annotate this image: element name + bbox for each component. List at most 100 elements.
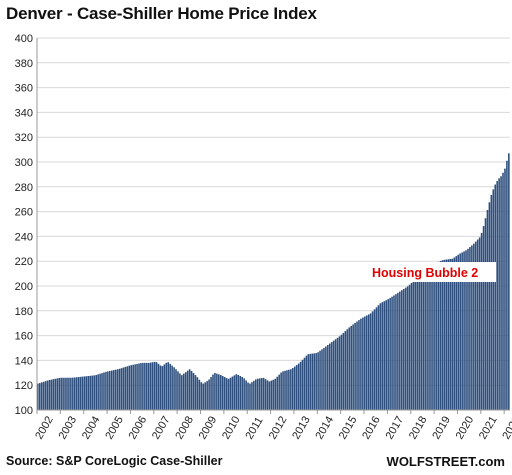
bar: [299, 361, 302, 410]
bar: [77, 377, 80, 410]
bar: [293, 366, 296, 410]
bar: [377, 305, 380, 410]
bar: [155, 362, 158, 410]
bar: [379, 303, 382, 410]
bar: [476, 239, 479, 410]
bar: [284, 370, 286, 410]
x-tick-label: 2016: [360, 414, 383, 441]
bar: [212, 374, 214, 410]
x-tick-label: 2021: [477, 414, 500, 441]
bar: [81, 376, 84, 410]
bar: [200, 382, 203, 410]
bar: [424, 272, 426, 410]
bar: [56, 378, 59, 410]
bar: [315, 353, 317, 410]
bar: [325, 346, 327, 410]
bar: [319, 350, 321, 410]
bar: [336, 337, 339, 410]
bar: [151, 362, 154, 410]
bar: [73, 377, 76, 410]
bar: [60, 377, 62, 410]
bar: [494, 184, 497, 410]
bar: [103, 372, 105, 410]
bar: [66, 377, 68, 410]
bar: [136, 363, 138, 410]
bar: [471, 245, 473, 410]
bar: [134, 364, 136, 410]
bar: [418, 276, 421, 410]
y-tick-label: 360: [15, 83, 33, 95]
bar: [352, 324, 354, 410]
bar: [235, 374, 238, 410]
bar: [354, 323, 356, 410]
bar: [295, 365, 298, 410]
bar: [434, 263, 436, 410]
bar: [173, 367, 175, 410]
bar: [233, 375, 236, 410]
bar: [327, 345, 329, 410]
y-tick-label: 220: [15, 256, 33, 268]
x-tick-label: 2018: [407, 414, 430, 441]
x-tick-label: 2008: [173, 414, 196, 441]
bar: [422, 273, 425, 410]
bar: [171, 365, 173, 410]
x-tick-label: 2020: [454, 414, 477, 441]
bar: [272, 379, 275, 410]
bar: [268, 381, 271, 410]
bar: [389, 298, 391, 410]
x-tick-label: 2012: [267, 414, 290, 441]
x-tick-label: 2005: [103, 414, 126, 441]
x-tick-label: 2013: [290, 414, 313, 441]
bar: [255, 379, 257, 410]
bar: [85, 376, 88, 410]
bar: [305, 355, 308, 410]
bar: [334, 339, 337, 410]
bar: [332, 340, 335, 410]
bar: [383, 301, 386, 410]
bar: [256, 378, 259, 410]
bar: [40, 382, 43, 410]
bar: [260, 378, 263, 410]
bar: [181, 375, 183, 410]
bar: [46, 380, 49, 410]
bar: [140, 363, 142, 410]
x-tick-label: 2017: [384, 414, 407, 441]
bar: [245, 380, 247, 410]
bar: [344, 331, 347, 410]
bar: [414, 279, 417, 410]
bar: [87, 376, 90, 410]
y-tick-label: 380: [15, 58, 33, 70]
bar: [445, 259, 448, 410]
bar: [214, 373, 216, 410]
y-tick-label: 240: [15, 231, 33, 243]
bar: [381, 302, 384, 410]
bar: [75, 377, 78, 410]
bar: [249, 383, 251, 410]
bar: [291, 368, 294, 410]
bar: [488, 202, 491, 410]
bar: [404, 287, 407, 410]
bar: [182, 373, 185, 410]
bar: [202, 383, 205, 410]
bar: [270, 380, 273, 410]
bar: [159, 365, 162, 410]
y-tick-label: 400: [15, 33, 33, 45]
bar: [188, 369, 191, 410]
bar: [276, 376, 279, 410]
bar: [274, 378, 277, 410]
bar: [124, 366, 127, 410]
bar: [184, 372, 187, 410]
bar: [443, 259, 446, 410]
bar: [62, 377, 64, 410]
bar: [401, 290, 403, 410]
bar: [451, 258, 454, 410]
bar: [459, 253, 461, 410]
x-tick-label: 2009: [197, 414, 220, 441]
bar: [412, 281, 415, 410]
y-tick-label: 200: [15, 281, 33, 293]
bar: [439, 260, 442, 410]
bar: [432, 264, 434, 410]
x-tick-label: 2006: [127, 414, 150, 441]
bar: [175, 369, 177, 410]
bar: [64, 377, 66, 410]
